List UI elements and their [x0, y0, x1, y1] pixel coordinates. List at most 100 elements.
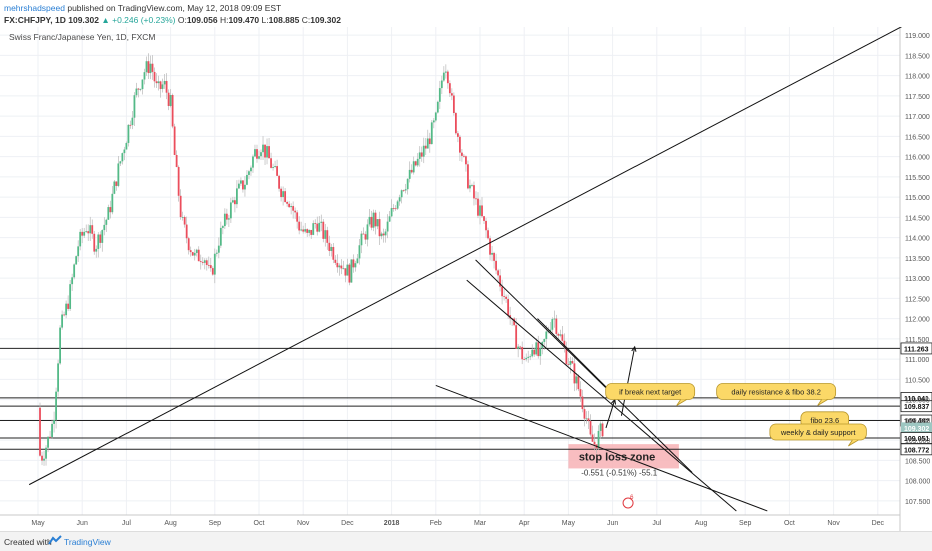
- candle-body: [591, 434, 594, 442]
- candle-body: [193, 252, 196, 256]
- callout-box: [605, 383, 696, 400]
- candle-body: [386, 221, 389, 232]
- candle-body: [238, 183, 240, 189]
- candle-body: [45, 447, 47, 459]
- candle-body: [583, 409, 586, 419]
- candle-body: [326, 230, 329, 243]
- candle-body: [213, 253, 216, 275]
- candle-body: [398, 197, 401, 202]
- candle-body: [77, 246, 80, 257]
- y-tick-label: 112.500: [905, 296, 930, 303]
- candle-body: [356, 258, 359, 264]
- candle-body: [181, 217, 184, 218]
- author-link[interactable]: mehrshadspeed: [4, 3, 65, 13]
- x-tick-label: May: [31, 520, 45, 527]
- x-tick-label: Nov: [827, 520, 840, 527]
- candle-body: [338, 265, 341, 268]
- candle-body: [187, 238, 190, 251]
- candle-body: [286, 201, 289, 204]
- candle-body: [521, 347, 524, 360]
- candle-body: [294, 210, 297, 213]
- candle-body: [493, 252, 495, 261]
- candle-body: [452, 95, 455, 114]
- candle-body: [87, 231, 90, 234]
- candle-body: [597, 430, 600, 449]
- candle-body: [129, 124, 132, 126]
- candle-body: [79, 231, 82, 247]
- candle-body: [380, 233, 383, 237]
- y-tick-label: 116.500: [905, 134, 930, 141]
- candle-body: [221, 226, 224, 228]
- candle-body: [372, 212, 375, 228]
- candle-body: [563, 340, 566, 348]
- last-price: 109.302: [68, 15, 99, 25]
- candle-body: [316, 223, 319, 232]
- low-value: 108.885: [268, 15, 300, 25]
- candle-body: [408, 169, 411, 179]
- y-tick-label: 115.000: [905, 195, 930, 202]
- candle-body: [543, 338, 546, 342]
- candle-body: [85, 231, 88, 232]
- candle-body: [229, 202, 232, 219]
- price-chart[interactable]: Swiss Franc/Japanese Yen, 1D, FXCM 111.2…: [0, 27, 932, 531]
- candle-body: [298, 221, 301, 231]
- candle-body: [320, 221, 323, 223]
- candle-body: [101, 230, 104, 243]
- candle-body: [515, 325, 518, 349]
- callout-tail: [676, 399, 687, 406]
- candle-body: [513, 318, 516, 326]
- candle-body: [440, 80, 443, 89]
- candle-body: [51, 423, 53, 438]
- candle-body: [553, 318, 556, 320]
- y-tick-label: 113.000: [905, 276, 930, 283]
- candle-body: [448, 83, 451, 94]
- plot-area[interactable]: [0, 27, 900, 515]
- candle-body: [63, 314, 66, 316]
- candle-body: [231, 200, 234, 203]
- candle-body: [139, 89, 142, 90]
- callout-box: [716, 383, 837, 400]
- candle-body: [479, 205, 481, 216]
- candle-body: [471, 185, 473, 186]
- open-label: O:: [177, 15, 187, 25]
- candle-body: [171, 95, 174, 127]
- candle-body: [599, 423, 602, 431]
- x-tick-label: Jul: [652, 520, 661, 527]
- candle-body: [159, 81, 162, 89]
- x-tick-label: Jun: [607, 520, 618, 527]
- candle-body: [475, 198, 477, 200]
- candle-body: [561, 334, 564, 341]
- x-tick-label: Sep: [739, 520, 752, 527]
- candle-body: [280, 188, 282, 198]
- callout-text: daily resistance & fibo 38.2: [731, 387, 821, 396]
- candle-body: [195, 249, 198, 253]
- candle-body: [537, 342, 540, 357]
- tradingview-brand[interactable]: TradingView: [64, 537, 111, 547]
- candle-body: [264, 144, 266, 158]
- candle-body: [151, 63, 154, 72]
- level-price-label: 109.482: [904, 419, 929, 426]
- candle-body: [483, 216, 485, 221]
- candle-body: [332, 246, 335, 260]
- candle-body: [248, 171, 250, 175]
- y-tick-label: 118.500: [905, 53, 930, 60]
- y-tick-label: 114.000: [905, 236, 930, 243]
- candle-body: [454, 113, 457, 134]
- candle-body: [236, 188, 238, 205]
- candle-body: [424, 145, 427, 149]
- candle-body: [113, 181, 116, 194]
- x-tick-label: Aug: [164, 520, 177, 527]
- event-marker-icon: [622, 497, 634, 509]
- candle-body: [434, 112, 437, 121]
- y-tick-label: 119.000: [905, 33, 930, 40]
- candle-body: [491, 252, 493, 255]
- candle-body: [477, 198, 479, 216]
- candle-body: [201, 261, 204, 263]
- candle-body: [145, 61, 148, 73]
- candle-body: [137, 88, 140, 90]
- candle-body: [467, 164, 469, 189]
- level-price-box: [900, 443, 932, 456]
- close-value: 109.302: [310, 15, 341, 25]
- published-text: published on TradingView.com, May 12, 20…: [67, 3, 282, 13]
- candle-body: [446, 71, 449, 84]
